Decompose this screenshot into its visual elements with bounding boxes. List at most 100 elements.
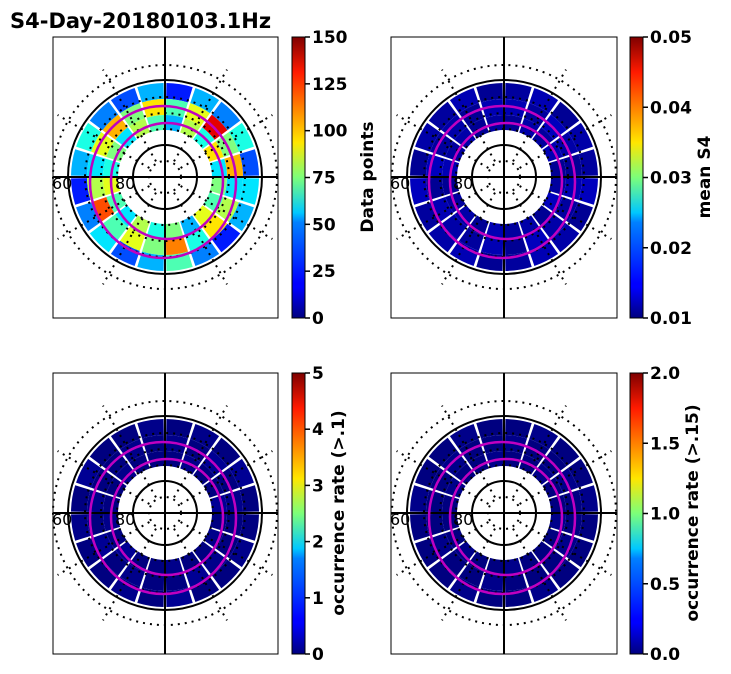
heatmap-cell: [532, 541, 554, 563]
heatmap-cell: [120, 227, 145, 251]
colorbar-tick-label: 1: [312, 589, 324, 609]
heatmap-cell: [110, 88, 140, 114]
heatmap-cell: [102, 550, 128, 576]
heatmap-cell: [146, 221, 165, 239]
heatmap-cell: [228, 458, 254, 488]
colorbar-tick-label: 0.5: [650, 575, 680, 595]
heatmap-cell: [89, 559, 119, 589]
heatmap-cell: [146, 557, 165, 575]
heatmap-cell: [193, 541, 215, 563]
colorbar: [629, 36, 644, 319]
lat-label-60: 60: [52, 510, 72, 529]
colorbar-label: mean S4: [695, 135, 715, 218]
heatmap-cell: [228, 538, 254, 568]
lat-label-80: 80: [115, 174, 135, 193]
heatmap-cell: [532, 205, 554, 227]
heatmap-cell: [441, 450, 467, 476]
oval-boundary: [109, 121, 225, 241]
lat-label-60: 60: [52, 174, 72, 193]
heatmap-cell: [504, 221, 523, 239]
heatmap-cell: [567, 458, 593, 488]
heatmap-cell: [567, 202, 593, 232]
heatmap-cell: [239, 149, 259, 176]
colorbar-tick-label: 125: [312, 75, 348, 95]
colorbar-ticks: 0.01 0.02 0.03 0.04 0.05: [643, 28, 692, 329]
heatmap-cell: [165, 572, 188, 591]
heatmap-cell: [415, 202, 441, 232]
heatmap-cell: [224, 513, 243, 536]
heatmap-cell: [110, 576, 140, 602]
heatmap-cell: [120, 103, 145, 127]
heatmap-cell: [71, 514, 91, 541]
heatmap-cell: [410, 149, 430, 176]
heatmap-cell: [476, 419, 503, 439]
colorbar-tick-label: 150: [312, 28, 348, 48]
heatmap-cell: [165, 236, 188, 255]
heatmap-cell: [193, 205, 215, 227]
colorbar-tick-label: 0.03: [650, 169, 692, 189]
heatmap-cell: [102, 450, 128, 476]
heatmap-cell: [91, 197, 115, 222]
heatmap-cell: [567, 122, 593, 152]
panel-data-points: 60 80 0 25 50 75 100 125 150 Data points: [52, 28, 378, 329]
heatmap-cell: [441, 550, 467, 576]
colorbar-tick-label: 1.0: [650, 505, 680, 525]
heatmap-cell: [102, 214, 128, 240]
heatmap-cell: [89, 223, 119, 253]
heatmap-cell: [529, 88, 559, 114]
heatmap-cell: [504, 572, 527, 591]
heatmap-cell: [505, 83, 532, 103]
heatmap-cell: [541, 550, 567, 576]
colorbar-tick-label: 0: [312, 645, 324, 665]
heatmap-cell: [102, 114, 128, 140]
heatmap-cell: [529, 240, 559, 266]
heatmap-cell: [454, 127, 476, 149]
heatmap-cell: [449, 240, 479, 266]
colorbar-tick-label: 3: [312, 476, 324, 496]
heatmap-cell: [137, 83, 164, 103]
heatmap-cell: [110, 424, 140, 450]
heatmap-cell: [428, 437, 458, 467]
heatmap-cell: [578, 149, 598, 176]
colorbar-tick-label: 0.05: [650, 28, 692, 48]
heatmap-cell: [76, 458, 102, 488]
heatmap-cell: [441, 114, 467, 140]
heatmap-cell: [459, 439, 484, 463]
lat-label-60: 60: [390, 174, 410, 193]
heatmap-cell: [529, 424, 559, 450]
heatmap-cell: [459, 103, 484, 127]
heatmap-cell: [211, 437, 241, 467]
heatmap-cell: [505, 419, 532, 439]
heatmap-cell: [89, 101, 119, 131]
oval-boundary: [88, 440, 238, 596]
heatmap-cell: [410, 178, 430, 205]
heatmap-cell: [550, 223, 580, 253]
lat-label-80: 80: [453, 510, 473, 529]
oval-boundary: [427, 104, 577, 260]
heatmap-cell: [89, 437, 119, 467]
colorbar-label: occurrence rate (>.1): [329, 410, 349, 615]
lat-label-80: 80: [115, 510, 135, 529]
polar-grid: [391, 37, 617, 318]
heatmap-cell: [76, 538, 102, 568]
colorbar-ticks: 0 25 50 75 100 125 150: [305, 28, 348, 329]
heatmap-cell: [441, 214, 467, 240]
panel-occurrence-rate-0-15: 60 80 0.0 0.5 1.0 1.5 2.0 occurrence rate (>…: [390, 364, 703, 665]
heatmap-cell: [410, 514, 430, 541]
heatmap-cell: [578, 485, 598, 512]
heatmap-cell: [550, 437, 580, 467]
colorbar: [291, 372, 306, 655]
heatmap-cell: [415, 458, 441, 488]
lat-label-80: 80: [453, 174, 473, 193]
colorbar-tick-label: 5: [312, 364, 324, 384]
heatmap-cell: [454, 463, 476, 485]
heatmap-cell: [76, 202, 102, 232]
heatmap-cell: [228, 122, 254, 152]
colorbar-ticks: 0 1 2 3 4 5: [305, 364, 324, 665]
heatmap-cell: [224, 177, 243, 200]
colorbar: [291, 36, 306, 319]
heatmap-cell: [165, 221, 184, 239]
heatmap-cell: [476, 83, 503, 103]
heatmap-cell: [190, 576, 220, 602]
